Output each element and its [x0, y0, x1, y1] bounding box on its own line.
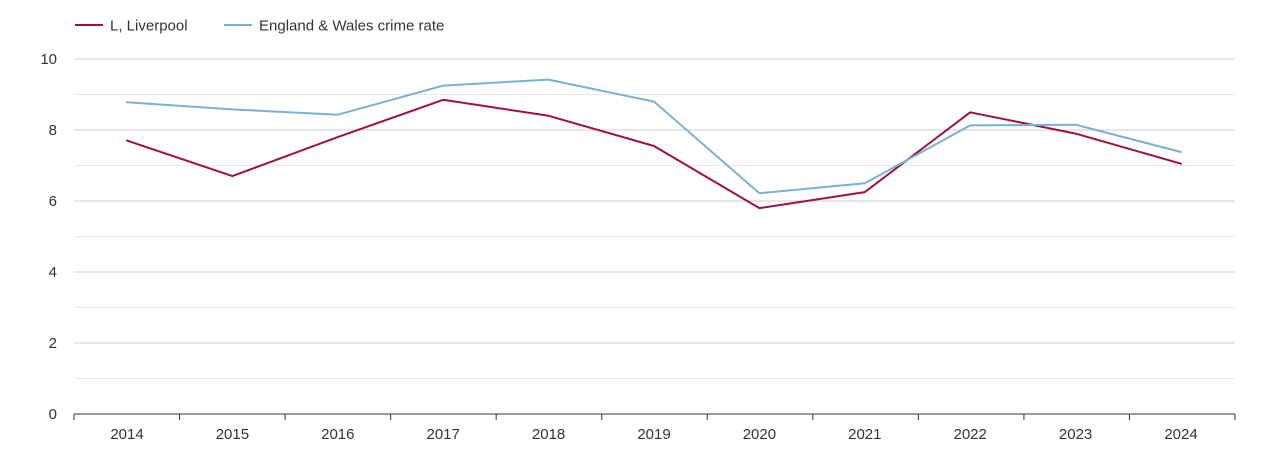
y-axis: 0 2 4 6 8 10 — [40, 51, 57, 423]
x-tick-label: 2018 — [532, 426, 565, 443]
x-tick-label: 2023 — [1059, 426, 1092, 443]
x-tick-label: 2024 — [1164, 426, 1197, 443]
x-tick-label: 2015 — [216, 426, 249, 443]
x-tick-label: 2022 — [954, 426, 987, 443]
x-tick-label: 2019 — [637, 426, 670, 443]
x-tick-label: 2021 — [848, 426, 881, 443]
x-axis: 2014 2015 2016 2017 2018 2019 2020 2021 2022 2023… — [73, 413, 1236, 443]
x-tick-label: 2017 — [427, 426, 460, 443]
x-tick-label: 2020 — [743, 426, 776, 443]
y-tick-label: 4 — [49, 264, 57, 281]
legend-label: England & Wales crime rate — [259, 18, 444, 35]
y-tick-label: 6 — [49, 193, 57, 210]
y-tick-label: 8 — [49, 122, 57, 139]
legend: L, Liverpool England & Wales crime rate — [75, 18, 444, 35]
y-tick-label: 10 — [40, 51, 57, 68]
y-tick-label: 2 — [49, 335, 57, 352]
x-tick-label: 2016 — [321, 426, 354, 443]
series-group — [126, 78, 1182, 210]
y-tick-label: 0 — [49, 406, 57, 423]
x-tick-label: 2014 — [110, 426, 143, 443]
series-line-liverpool — [126, 98, 1182, 210]
series-line-england-wales — [126, 78, 1182, 195]
grid — [74, 58, 1235, 379]
legend-label: L, Liverpool — [110, 18, 188, 35]
